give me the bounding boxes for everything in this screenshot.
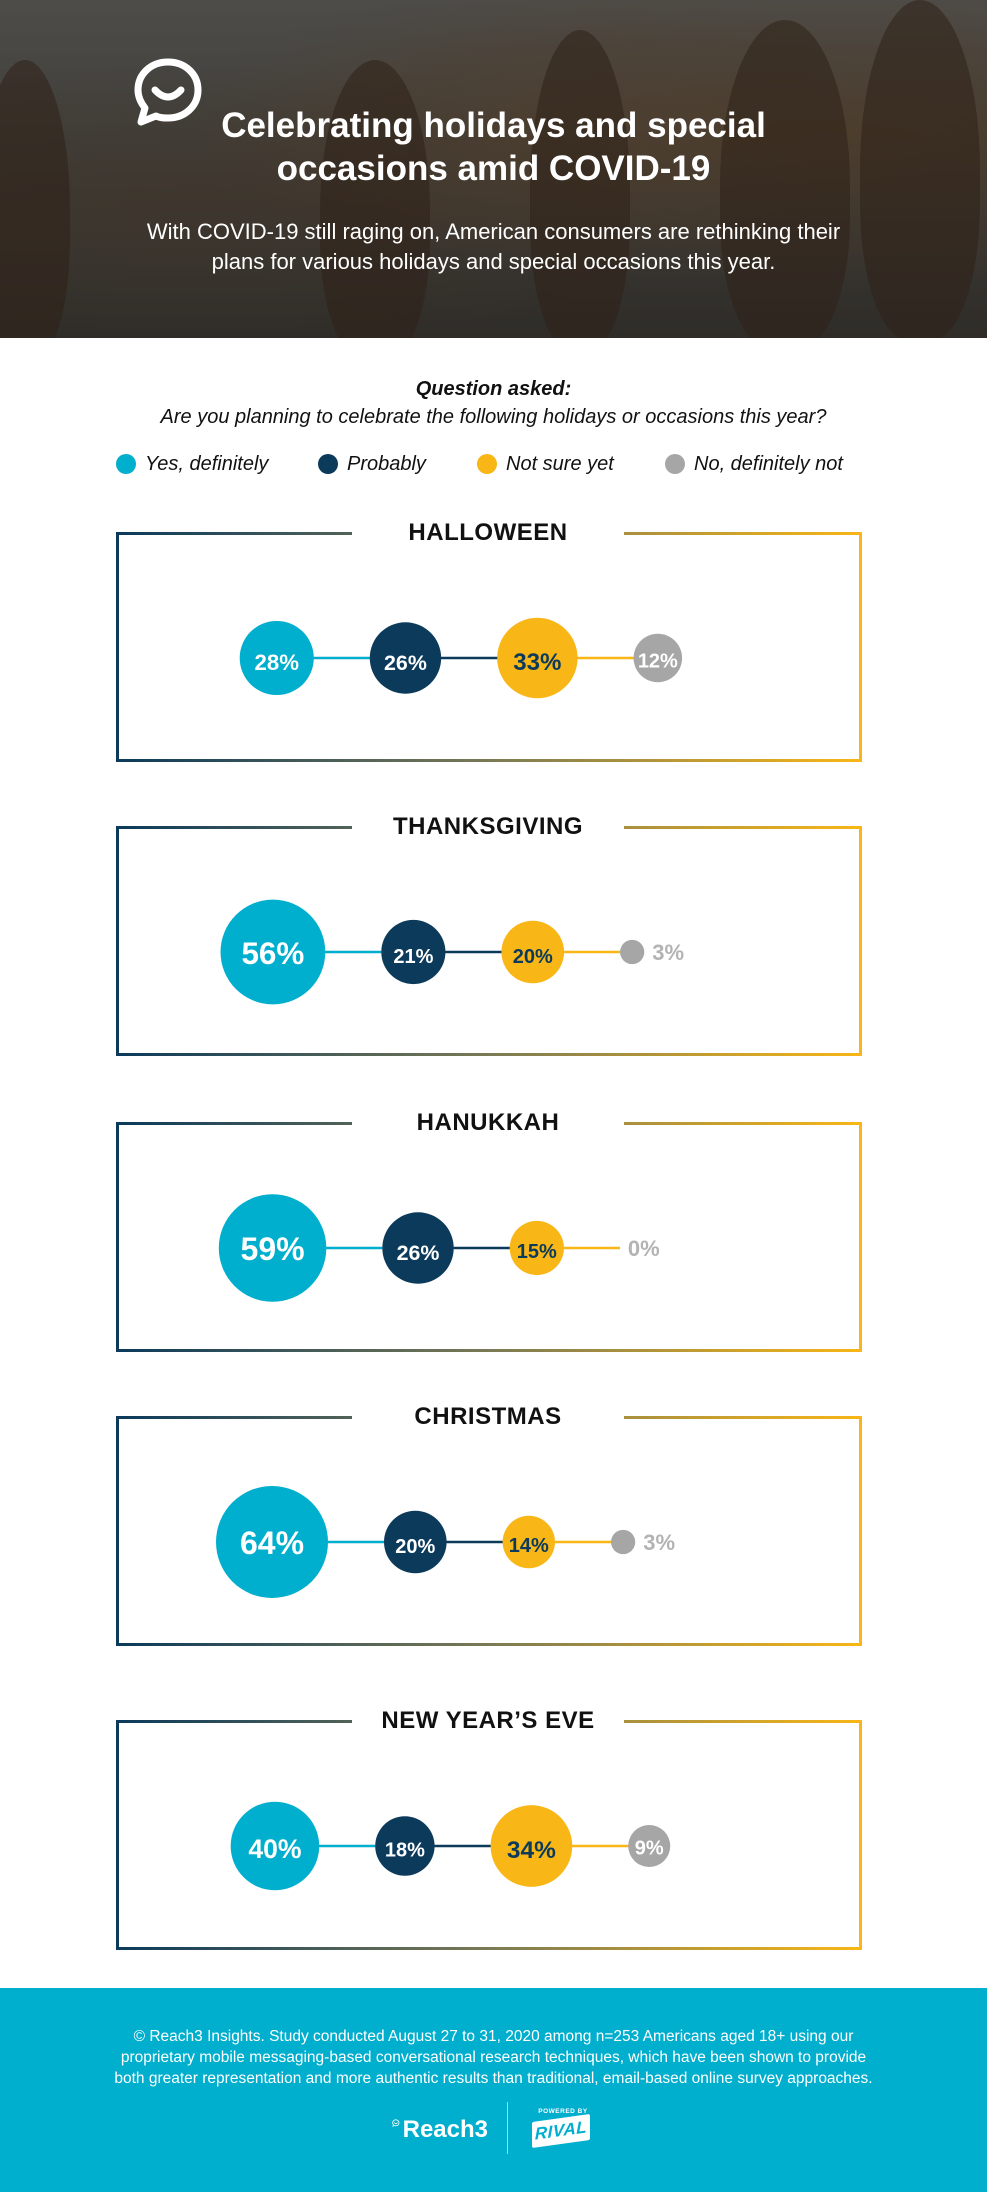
bubble-mark — [497, 617, 578, 699]
rival-wordmark: RIVAL — [534, 2117, 588, 2144]
page-title-line: occasions amid COVID-19 — [276, 149, 711, 188]
hero-photo-figure — [320, 60, 430, 338]
bubble-data-label: 21% — [393, 946, 433, 968]
bubble-mark — [633, 633, 683, 683]
legend-item-no: No, definitely not — [665, 450, 843, 478]
bubble-mark — [381, 919, 446, 985]
bubble-data-label: 0% — [628, 1236, 660, 1261]
bubble-data-label: 26% — [397, 1241, 440, 1265]
bubble-mark — [230, 1801, 320, 1891]
bubble-data-label: 18% — [385, 1840, 425, 1862]
bubble-chart: 64% 20% 14% 3% — [216, 1486, 675, 1598]
legend-item-probably: Probably — [318, 450, 426, 478]
bubble-mark — [502, 1515, 555, 1569]
bubble-data-label: 3% — [652, 940, 684, 965]
chart-panel-christmas: 64% 20% 14% 3% CHRISTMAS — [116, 1386, 862, 1646]
bubble-chart: 28% 26% 33% 12% — [239, 617, 683, 699]
bubble-mark — [239, 620, 314, 696]
legend-swatch — [477, 454, 497, 474]
panel-title: CHRISTMAS — [352, 1386, 624, 1448]
bubble-mark — [490, 1805, 573, 1887]
bubble-mark — [620, 939, 645, 965]
legend-label: Not sure yet — [506, 452, 614, 475]
bubble-data-label: 20% — [395, 1536, 435, 1558]
bubble-mark — [216, 1486, 328, 1598]
panel-title: THANKSGIVING — [352, 796, 624, 858]
bubble-data-label: 40% — [248, 1834, 301, 1864]
bubble-data-label: 3% — [643, 1530, 675, 1555]
panel-title: HANUKKAH — [352, 1092, 624, 1154]
reach3-logo: Reach3 — [392, 2106, 488, 2154]
panel-title: NEW YEAR’S EVE — [352, 1690, 624, 1752]
rival-logo: POWERED BY RIVAL — [530, 2106, 592, 2154]
hero-photo-figure — [860, 0, 980, 338]
bubble-mark — [369, 622, 442, 694]
legend-label: Yes, definitely — [145, 452, 269, 475]
question-text: Are you planning to celebrate the follow… — [160, 406, 827, 428]
page-title: Celebrating holidays and special occasio… — [0, 104, 987, 190]
legend-label: No, definitely not — [694, 452, 843, 475]
bubble-mark — [220, 899, 326, 1005]
bubble-data-label: 20% — [513, 946, 553, 968]
page-subtitle-line: With COVID-19 still raging on, American … — [146, 219, 841, 244]
bubble-mark — [382, 1212, 454, 1284]
bubble-data-label: 26% — [384, 651, 427, 675]
chart-panel-hanukkah: 59% 26% 15% 0% HANUKKAH — [116, 1092, 862, 1352]
bubble-data-label: 28% — [254, 650, 299, 675]
legend-item-not-sure: Not sure yet — [477, 450, 614, 478]
legend-item-yes: Yes, definitely — [116, 450, 268, 478]
legend-swatch — [665, 454, 685, 474]
page-subtitle-line: plans for various holidays and special o… — [211, 249, 776, 274]
bubble-data-label: 9% — [635, 1838, 664, 1860]
bubble-data-label: 33% — [513, 649, 561, 676]
bubble-data-label: 14% — [509, 1535, 549, 1557]
chart-panel-thanksgiving: 56% 21% 20% 3% THANKSGIVING — [116, 796, 862, 1056]
footnote-line: © Reach3 Insights. Study conducted Augus… — [133, 2028, 854, 2045]
rival-powered-by: POWERED BY — [538, 2108, 588, 2115]
hero-photo-figure — [530, 30, 630, 338]
bubble-data-label: 15% — [517, 1241, 557, 1263]
chart-legend: Yes, definitely Probably Not sure yet No… — [0, 450, 987, 478]
bubble-chart: 56% 21% 20% 3% — [220, 899, 684, 1005]
page-title-line: Celebrating holidays and special — [221, 106, 766, 145]
bubble-data-label: 34% — [507, 1837, 556, 1864]
hero-photo-figure — [720, 20, 850, 338]
footnote-line: proprietary mobile messaging-based conve… — [120, 2049, 867, 2066]
chart-panel-new-years-eve: 40% 18% 34% 9% NEW YEAR’S EVE — [116, 1690, 862, 1950]
bubble-chart: 40% 18% 34% 9% — [230, 1801, 671, 1891]
question-label: Question asked: — [415, 378, 572, 400]
hero-overlay — [0, 0, 987, 338]
footer: © Reach3 Insights. Study conducted Augus… — [0, 1988, 987, 2192]
rival-badge: RIVAL — [532, 2113, 590, 2149]
bubble-mark — [628, 1825, 671, 1867]
reach3-chat-icon — [134, 58, 202, 126]
bubble-mark — [384, 1510, 447, 1574]
bubble-mark — [509, 1220, 564, 1276]
footnote: © Reach3 Insights. Study conducted Augus… — [90, 2026, 897, 2089]
bubble-mark — [501, 920, 565, 984]
reach3-chat-icon — [392, 2119, 400, 2127]
bubble-mark — [375, 1816, 435, 1876]
legend-swatch — [318, 454, 338, 474]
bubble-chart: 59% 26% 15% 0% — [218, 1194, 660, 1302]
hero-banner: Celebrating holidays and special occasio… — [0, 0, 987, 338]
bubble-data-label: 12% — [638, 650, 678, 672]
footer-divider — [507, 2102, 508, 2154]
panel-title: HALLOWEEN — [352, 502, 624, 564]
legend-swatch — [116, 454, 136, 474]
bubble-mark — [218, 1194, 327, 1302]
chart-panel-halloween: 28% 26% 33% 12% HALLOWEEN — [116, 502, 862, 762]
bubble-data-label: 56% — [241, 936, 304, 971]
legend-label: Probably — [347, 452, 426, 475]
bubble-data-label: 59% — [241, 1231, 305, 1267]
bubble-mark — [610, 1529, 636, 1555]
bubble-data-label: 64% — [240, 1525, 304, 1561]
reach3-wordmark: Reach3 — [402, 2116, 488, 2143]
footnote-line: both greater representation and more aut… — [114, 2070, 873, 2087]
page-subtitle: With COVID-19 still raging on, American … — [100, 217, 887, 277]
